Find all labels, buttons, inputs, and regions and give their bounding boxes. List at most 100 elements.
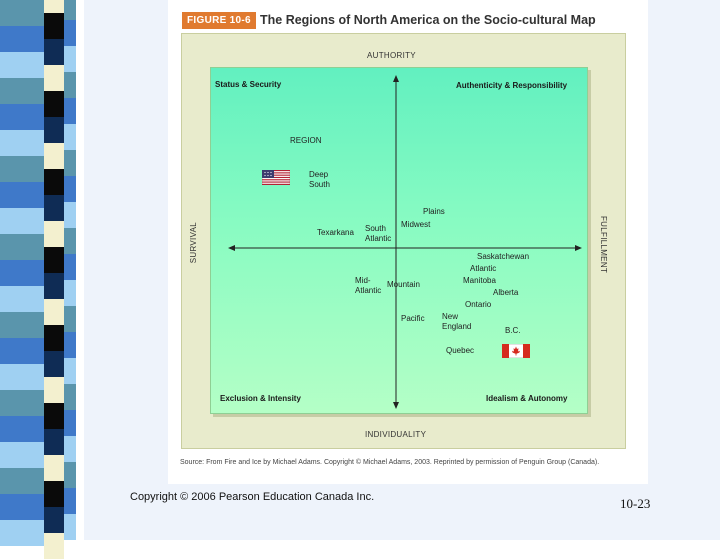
decorative-stripe [0, 0, 84, 559]
stripe-block [0, 0, 44, 26]
region-label: Manitoba [463, 276, 496, 285]
figure-title: The Regions of North America on the Soci… [260, 13, 596, 27]
stripe-block [0, 468, 44, 494]
stripe-block [64, 98, 76, 124]
stripe-block [64, 46, 76, 72]
stripe-block [0, 338, 44, 364]
stripe-block [0, 416, 44, 442]
stripe-block [0, 520, 44, 546]
stripe-block [0, 364, 44, 390]
stripe-block [0, 104, 44, 130]
stripe-block [44, 39, 64, 65]
stripe-block [64, 514, 76, 540]
stripe-block [44, 455, 64, 481]
region-label: Atlantic [470, 264, 497, 273]
stripe-block [0, 182, 44, 208]
figure-number: FIGURE 10-6 [182, 12, 256, 29]
region-label: Quebec [446, 346, 475, 355]
region-label: Texarkana [317, 228, 354, 237]
stripe-block [44, 507, 64, 533]
stripe-block [64, 228, 76, 254]
stripe-block [64, 436, 76, 462]
stripe-block [44, 65, 64, 91]
stripe-block [0, 26, 44, 52]
stripe-block [44, 91, 64, 117]
stripe-block [64, 332, 76, 358]
stripe-block [64, 280, 76, 306]
stripe-block [64, 202, 76, 228]
stripe-block [44, 377, 64, 403]
slide-number: 10-23 [620, 496, 651, 511]
quadrant-bottom-right: Idealism & Autonomy [486, 394, 568, 403]
stripe-block [0, 78, 44, 104]
stripe-block [44, 429, 64, 455]
stripe-block [44, 299, 64, 325]
stripe-block [64, 254, 76, 280]
stripe-block [64, 72, 76, 98]
stripe-block [64, 410, 76, 436]
stripe-block [64, 0, 76, 20]
region-label: New England [442, 312, 472, 331]
stripe-block [0, 390, 44, 416]
stripe-block [0, 156, 44, 182]
stripe-block [0, 442, 44, 468]
stripe-block [44, 13, 64, 39]
stripe-block [64, 462, 76, 488]
canada-flag-icon [502, 344, 530, 358]
stripe-block [44, 403, 64, 429]
figure-image: FIGURE 10-6 The Regions of North America… [168, 0, 648, 484]
stripe-block [0, 260, 44, 286]
stripe-block [44, 0, 64, 13]
socio-cultural-map: Status & Security Authenticity & Respons… [210, 67, 588, 414]
stripe-block [44, 247, 64, 273]
stripe-block [0, 312, 44, 338]
stripe-block [44, 351, 64, 377]
map-axes [228, 75, 582, 409]
stripe-block [64, 150, 76, 176]
stripe-block [0, 208, 44, 234]
region-label: B.C. [505, 326, 521, 335]
stripe-block [44, 273, 64, 299]
stripe-block [64, 488, 76, 514]
stripe-block [64, 306, 76, 332]
region-label: Ontario [465, 300, 492, 309]
stripe-block [64, 176, 76, 202]
stripe-block [0, 52, 44, 78]
stripe-block [0, 130, 44, 156]
copyright-text: Copyright © 2006 Pearson Education Canad… [130, 491, 375, 503]
stripe-block [44, 533, 64, 559]
region-label: Saskatchewan [477, 252, 530, 261]
region-label: Mid- Atlantic [355, 276, 382, 295]
quadrant-top-right: Authenticity & Responsibility [456, 81, 568, 90]
stripe-block [44, 481, 64, 507]
stripe-block [64, 20, 76, 46]
region-label: Pacific [401, 314, 425, 323]
stripe-block [44, 221, 64, 247]
stripe-block [0, 286, 44, 312]
region-label: Plains [423, 207, 445, 216]
stripe-block [44, 169, 64, 195]
axis-label-bottom: INDIVIDUALITY [365, 430, 427, 439]
region-label: Mountain [387, 280, 420, 289]
legend-heading: REGION [290, 136, 322, 145]
axis-label-top: AUTHORITY [367, 51, 416, 60]
stripe-block [44, 117, 64, 143]
stripe-block [44, 325, 64, 351]
region-label: Deep South [309, 170, 330, 189]
region-label: Midwest [401, 220, 431, 229]
axis-label-right: FULFILLMENT [599, 216, 608, 274]
source-note: Source: From Fire and Ice by Michael Ada… [180, 459, 600, 466]
stripe-block [44, 143, 64, 169]
stripe-block [0, 234, 44, 260]
stripe-block [44, 195, 64, 221]
us-flag-icon [262, 170, 290, 185]
stripe-block [64, 358, 76, 384]
stripe-block [64, 124, 76, 150]
region-label: Alberta [493, 288, 519, 297]
region-label: South Atlantic [365, 224, 392, 243]
stripe-block [0, 494, 44, 520]
stripe-block [64, 384, 76, 410]
axis-label-left: SURVIVAL [189, 222, 198, 264]
quadrant-bottom-left: Exclusion & Intensity [220, 394, 301, 403]
quadrant-top-left: Status & Security [215, 80, 282, 89]
